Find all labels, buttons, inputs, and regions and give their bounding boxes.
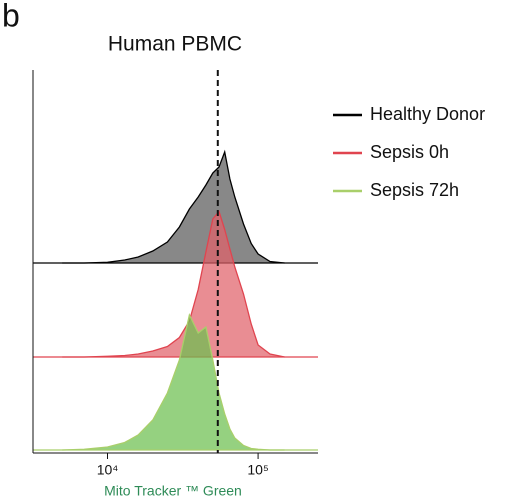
histogram-line bbox=[62, 313, 285, 451]
legend-label: Sepsis 0h bbox=[370, 142, 449, 162]
legend-label: Sepsis 72h bbox=[370, 180, 459, 200]
histogram-line bbox=[62, 149, 285, 264]
chart-title: Human PBMC bbox=[108, 33, 242, 56]
x-tick-label: 10⁴ bbox=[97, 462, 119, 478]
x-axis-label: Mito Tracker ™ Green bbox=[104, 483, 242, 499]
legend-label: Healthy Donor bbox=[370, 104, 485, 124]
histogram-line bbox=[62, 210, 285, 358]
histogram-fill bbox=[62, 211, 285, 357]
histogram-fill bbox=[62, 152, 285, 263]
panel-label: b bbox=[2, 0, 20, 33]
histogram-fill bbox=[62, 315, 285, 450]
x-tick-label: 10⁵ bbox=[247, 462, 268, 478]
